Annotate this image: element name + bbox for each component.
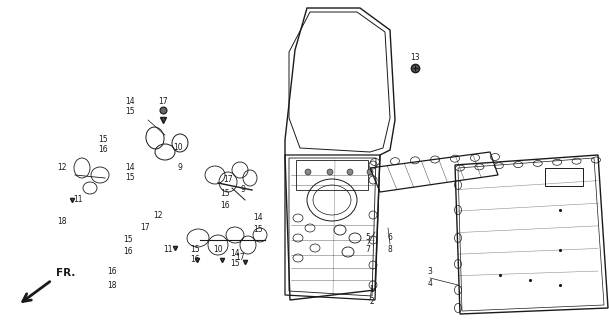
Text: 14: 14 xyxy=(253,213,263,222)
Circle shape xyxy=(367,169,373,175)
Text: 15: 15 xyxy=(220,188,230,197)
Text: 12: 12 xyxy=(57,164,67,172)
Text: 10: 10 xyxy=(213,245,223,254)
Text: 17: 17 xyxy=(223,175,233,185)
Circle shape xyxy=(327,169,333,175)
Text: 15: 15 xyxy=(230,259,240,268)
Text: 16: 16 xyxy=(220,201,230,210)
Circle shape xyxy=(347,169,353,175)
Text: FR.: FR. xyxy=(56,268,76,278)
Text: 16: 16 xyxy=(107,268,117,276)
Text: 5: 5 xyxy=(365,234,370,243)
Circle shape xyxy=(305,169,311,175)
Text: 15: 15 xyxy=(125,173,135,182)
Text: 10: 10 xyxy=(173,143,183,153)
Text: 17: 17 xyxy=(158,98,168,107)
Text: 1: 1 xyxy=(370,285,375,294)
Text: 14: 14 xyxy=(125,98,135,107)
Text: 15: 15 xyxy=(125,108,135,116)
Text: 9: 9 xyxy=(241,186,245,195)
Text: 17: 17 xyxy=(235,253,245,262)
Text: 11: 11 xyxy=(163,245,173,254)
Text: 2: 2 xyxy=(370,298,375,307)
Text: 4: 4 xyxy=(428,279,432,289)
Text: 15: 15 xyxy=(190,245,200,254)
Text: 11: 11 xyxy=(73,196,83,204)
Text: 16: 16 xyxy=(98,146,108,155)
Text: 16: 16 xyxy=(190,255,200,265)
Text: 16: 16 xyxy=(123,247,133,257)
Text: 15: 15 xyxy=(98,135,108,145)
Text: 6: 6 xyxy=(387,234,392,243)
Text: 8: 8 xyxy=(387,245,392,254)
Text: 18: 18 xyxy=(57,218,67,227)
Text: 15: 15 xyxy=(123,236,133,244)
Text: 15: 15 xyxy=(253,226,263,235)
Text: 18: 18 xyxy=(107,281,117,290)
Text: 3: 3 xyxy=(428,268,432,276)
Text: 17: 17 xyxy=(140,223,150,233)
Text: 12: 12 xyxy=(153,211,163,220)
Text: 14: 14 xyxy=(125,164,135,172)
Text: 14: 14 xyxy=(230,249,240,258)
Text: 9: 9 xyxy=(178,164,183,172)
Text: 7: 7 xyxy=(365,245,370,254)
Text: 13: 13 xyxy=(410,53,420,62)
